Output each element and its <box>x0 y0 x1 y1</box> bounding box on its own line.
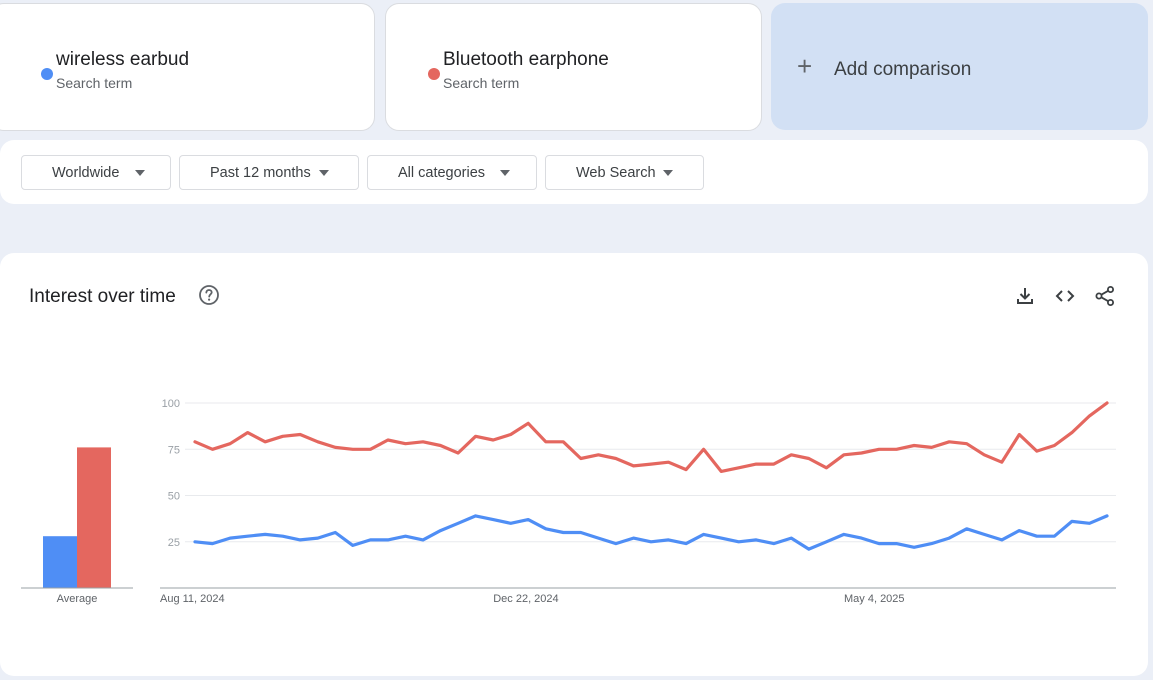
interest-chart[interactable]: 100 75 50 25 Aug 11, 2024 Dec 22, 2024 May 4, … <box>0 253 1148 676</box>
series-line-bluetooth-earphone <box>193 401 1109 473</box>
series-line-wireless-earbud <box>193 514 1109 551</box>
time-range-dropdown[interactable]: Past 12 months <box>179 155 359 190</box>
dropdown-label: Web Search <box>576 165 656 181</box>
term-name[interactable]: wireless earbud <box>56 49 190 70</box>
caret-down-icon <box>663 170 673 176</box>
term-color-dot <box>41 68 53 80</box>
plus-icon: + <box>797 51 813 81</box>
term-name[interactable]: Bluetooth earphone <box>443 49 609 70</box>
location-dropdown[interactable]: Worldwide <box>21 155 171 190</box>
x-tick-label: May 4, 2025 <box>844 593 905 605</box>
caret-down-icon <box>319 170 329 176</box>
y-tick-label: 100 <box>162 398 180 410</box>
term-color-dot <box>428 68 440 80</box>
term-type-label: Search term <box>56 75 133 91</box>
filter-bar: Worldwide Past 12 months All categories … <box>0 140 1148 204</box>
x-tick-label: Aug 11, 2024 <box>160 593 225 605</box>
card-title: Interest over time <box>29 286 176 307</box>
search-term-card-1[interactable]: wireless earbud Search term <box>0 3 375 131</box>
section-separator <box>0 204 1153 228</box>
dropdown-label: Past 12 months <box>210 165 311 181</box>
caret-down-icon <box>135 170 145 176</box>
interest-over-time-card: Interest over time 100 75 50 25 Aug 11, 2024… <box>0 253 1148 676</box>
help-icon[interactable] <box>198 284 220 306</box>
caret-down-icon <box>500 170 510 176</box>
search-term-card-2[interactable]: Bluetooth earphone Search term <box>385 3 762 131</box>
category-dropdown[interactable]: All categories <box>367 155 537 190</box>
term-type-label: Search term <box>443 75 520 91</box>
y-tick-label: 25 <box>168 537 180 549</box>
average-bar-wireless-earbud <box>43 536 77 588</box>
search-type-dropdown[interactable]: Web Search <box>545 155 704 190</box>
average-label: Average <box>57 593 98 605</box>
add-comparison-button[interactable]: + Add comparison <box>771 3 1148 130</box>
y-tick-label: 75 <box>168 444 180 456</box>
dropdown-label: Worldwide <box>52 165 120 181</box>
dropdown-label: All categories <box>398 165 486 181</box>
x-tick-label: Dec 22, 2024 <box>493 593 558 605</box>
average-bar-bluetooth-earphone <box>77 447 111 588</box>
embed-icon[interactable] <box>1054 285 1076 307</box>
download-icon[interactable] <box>1014 285 1036 307</box>
share-icon[interactable] <box>1094 285 1116 307</box>
add-comparison-label: Add comparison <box>834 59 972 80</box>
y-tick-label: 50 <box>168 491 180 503</box>
